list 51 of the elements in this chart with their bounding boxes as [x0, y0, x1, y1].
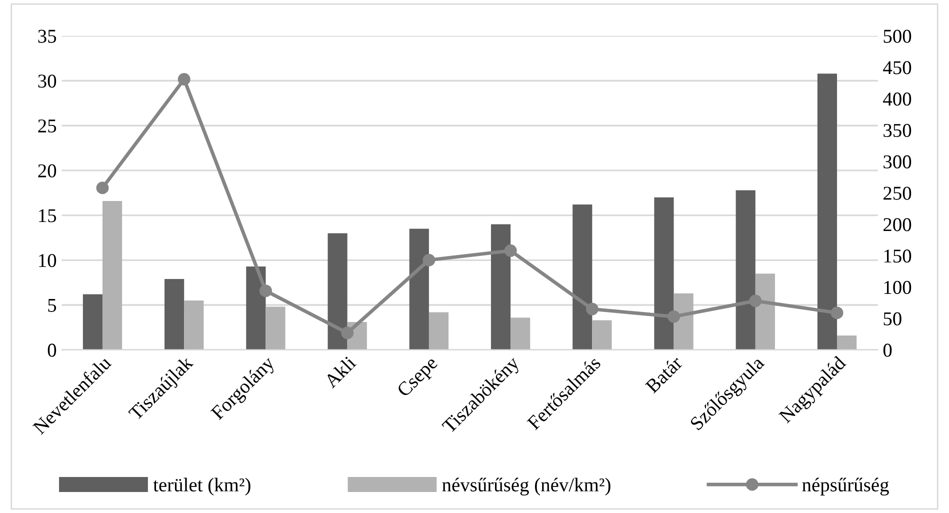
- y-tick-label: 20: [38, 164, 56, 178]
- y2-tick-label: 300: [884, 155, 912, 168]
- bar: [654, 197, 674, 350]
- y-tick-label: 15: [39, 209, 56, 222]
- y2-tick-label: 50: [884, 312, 902, 326]
- bar: [164, 279, 184, 350]
- bar: [102, 200, 122, 350]
- bar: [572, 204, 592, 350]
- bar: [266, 306, 286, 350]
- bar: [490, 224, 511, 350]
- y-tick-label: 25: [38, 119, 56, 133]
- point: [749, 294, 762, 308]
- point: [668, 310, 680, 323]
- y-tick-label: 5: [48, 299, 56, 312]
- legend-label: terület (km²): [153, 478, 250, 496]
- bar: [510, 318, 530, 350]
- bar: [246, 266, 266, 350]
- bar: [82, 294, 102, 350]
- y2-tick-label: 100: [884, 280, 912, 294]
- legend-label: népsűrűség: [802, 478, 889, 496]
- point: [504, 244, 517, 257]
- bar: [736, 190, 756, 350]
- bar: [817, 74, 838, 350]
- y2-tick-label: 250: [884, 186, 912, 200]
- point: [96, 182, 109, 194]
- y-tick-label: 30: [38, 74, 56, 88]
- bar: [328, 233, 348, 350]
- y2-tick-label: 0: [883, 344, 892, 357]
- bar: [409, 228, 429, 350]
- bar: [184, 300, 204, 350]
- y2-tick-label: 350: [884, 124, 912, 138]
- y2-tick-label: 400: [883, 92, 912, 106]
- point: [341, 326, 354, 340]
- point: [422, 254, 436, 266]
- point: [830, 306, 844, 320]
- legend-label: névsűrűség (név/km²): [442, 478, 610, 496]
- bar: [837, 336, 857, 350]
- point: [586, 302, 598, 316]
- y-tick-label: 10: [39, 254, 56, 268]
- y2-tick-label: 200: [884, 218, 912, 232]
- y2-tick-label: 500: [884, 30, 912, 43]
- y-tick-label: 0: [48, 344, 56, 357]
- point: [259, 284, 272, 298]
- bar: [755, 274, 775, 350]
- bar: [592, 320, 612, 350]
- point: [178, 72, 190, 86]
- y-tick-label: 35: [38, 30, 56, 43]
- bar: [428, 312, 449, 350]
- x-tick-label: Akli: [323, 354, 357, 389]
- y2-tick-label: 150: [884, 249, 912, 263]
- y2-tick-label: 450: [883, 61, 912, 74]
